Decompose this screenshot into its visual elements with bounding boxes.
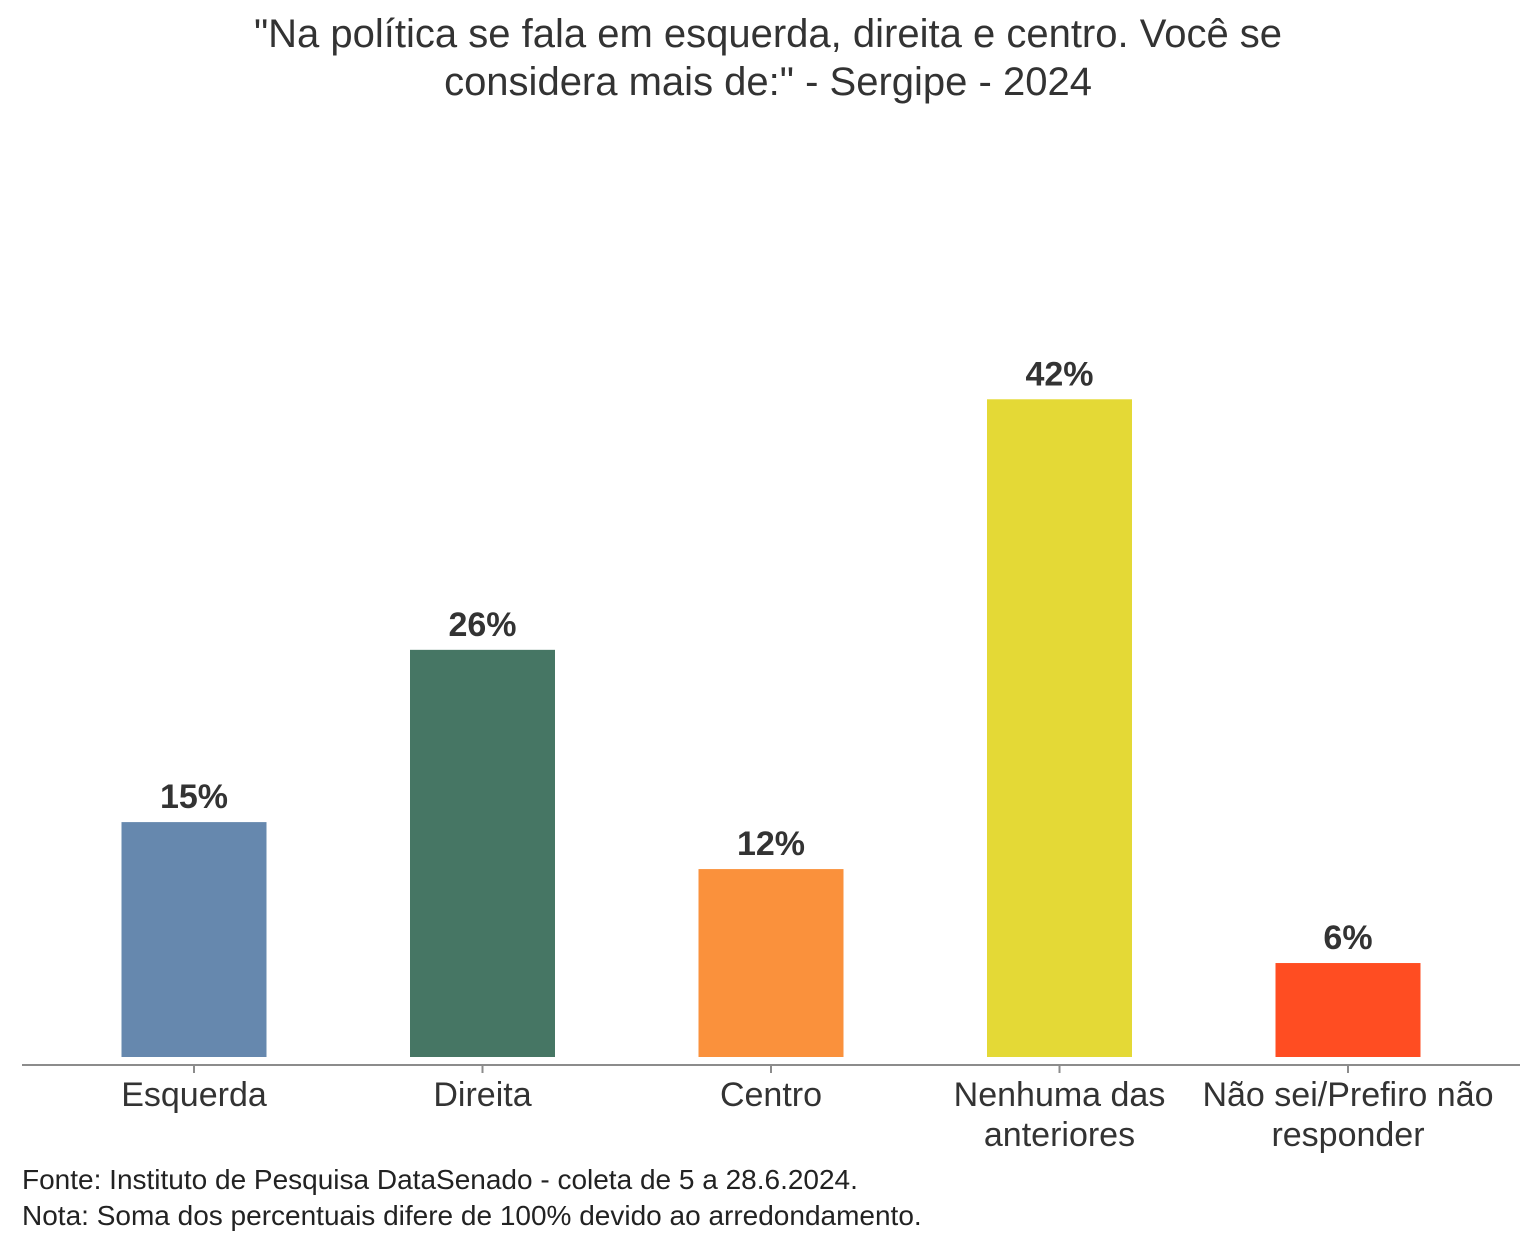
chart-title-line-2: considera mais de:" - Sergipe - 2024	[444, 60, 1092, 104]
x-tick-label-4-line-1: responder	[1271, 1116, 1424, 1154]
bar-4	[1275, 963, 1421, 1057]
source-note: Fonte: Instituto de Pesquisa DataSenado …	[22, 1164, 858, 1195]
x-tick-label-2-line-0: Centro	[720, 1076, 822, 1114]
x-tick-label-1-line-0: Direita	[433, 1076, 531, 1114]
bar-1	[410, 649, 555, 1057]
bar-chart: 15% 26% 12% 42% 6% Esquerda Direita Centro Nenh…	[22, 355, 1520, 1154]
x-tick-label-3-line-0: Nenhuma das	[954, 1076, 1166, 1114]
chart-title-line-1: "Na política se fala em esquerda, direit…	[253, 12, 1283, 56]
bar-3	[987, 399, 1132, 1057]
x-axis: Esquerda Direita Centro Nenhuma dasanterior…	[22, 1064, 1520, 1154]
value-label-1: 26%	[448, 606, 516, 644]
value-label-0: 15%	[160, 778, 228, 816]
x-tick-label-0-line-0: Esquerda	[121, 1076, 267, 1114]
value-labels-group: 15% 26% 12% 42% 6%	[160, 355, 1373, 957]
bar-2	[698, 869, 844, 1057]
value-label-4: 6%	[1323, 919, 1372, 957]
chart-footer: Fonte: Instituto de Pesquisa DataSenado …	[22, 1162, 922, 1234]
x-tick-label-4-line-0: Não sei/Prefiro não	[1202, 1076, 1493, 1114]
chart-title: "Na política se fala em esquerda, direit…	[0, 10, 1536, 106]
bars-group	[121, 399, 1421, 1057]
value-label-2: 12%	[737, 825, 805, 863]
rounding-note: Nota: Soma dos percentuais difere de 100…	[22, 1200, 922, 1231]
bar-0	[121, 822, 267, 1057]
value-label-3: 42%	[1025, 355, 1093, 393]
x-tick-label-3-line-1: anteriores	[984, 1116, 1135, 1154]
